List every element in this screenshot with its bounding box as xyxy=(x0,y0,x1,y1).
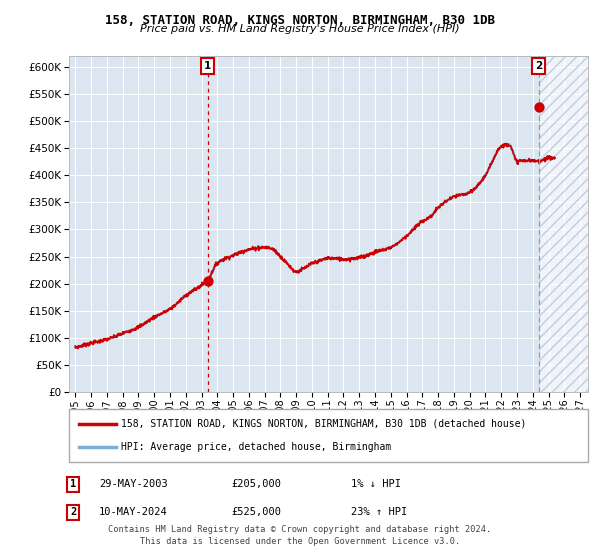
Text: 1: 1 xyxy=(204,61,211,71)
Bar xyxy=(539,56,588,392)
Text: 1: 1 xyxy=(70,479,76,489)
Text: 23% ↑ HPI: 23% ↑ HPI xyxy=(351,507,407,517)
Text: £205,000: £205,000 xyxy=(231,479,281,489)
Point xyxy=(534,103,544,112)
Bar xyxy=(539,56,588,392)
Text: 2: 2 xyxy=(70,507,76,517)
Text: 29-MAY-2003: 29-MAY-2003 xyxy=(99,479,168,489)
Text: 1% ↓ HPI: 1% ↓ HPI xyxy=(351,479,401,489)
Text: 2: 2 xyxy=(535,61,542,71)
Text: HPI: Average price, detached house, Birmingham: HPI: Average price, detached house, Birm… xyxy=(121,442,391,452)
Text: 158, STATION ROAD, KINGS NORTON, BIRMINGHAM, B30 1DB (detached house): 158, STATION ROAD, KINGS NORTON, BIRMING… xyxy=(121,419,526,429)
Text: 158, STATION ROAD, KINGS NORTON, BIRMINGHAM, B30 1DB: 158, STATION ROAD, KINGS NORTON, BIRMING… xyxy=(105,14,495,27)
FancyBboxPatch shape xyxy=(69,409,588,462)
Text: 10-MAY-2024: 10-MAY-2024 xyxy=(99,507,168,517)
Text: Price paid vs. HM Land Registry's House Price Index (HPI): Price paid vs. HM Land Registry's House … xyxy=(140,24,460,34)
Text: Contains HM Land Registry data © Crown copyright and database right 2024.
This d: Contains HM Land Registry data © Crown c… xyxy=(109,525,491,546)
Point xyxy=(203,277,212,286)
Text: £525,000: £525,000 xyxy=(231,507,281,517)
